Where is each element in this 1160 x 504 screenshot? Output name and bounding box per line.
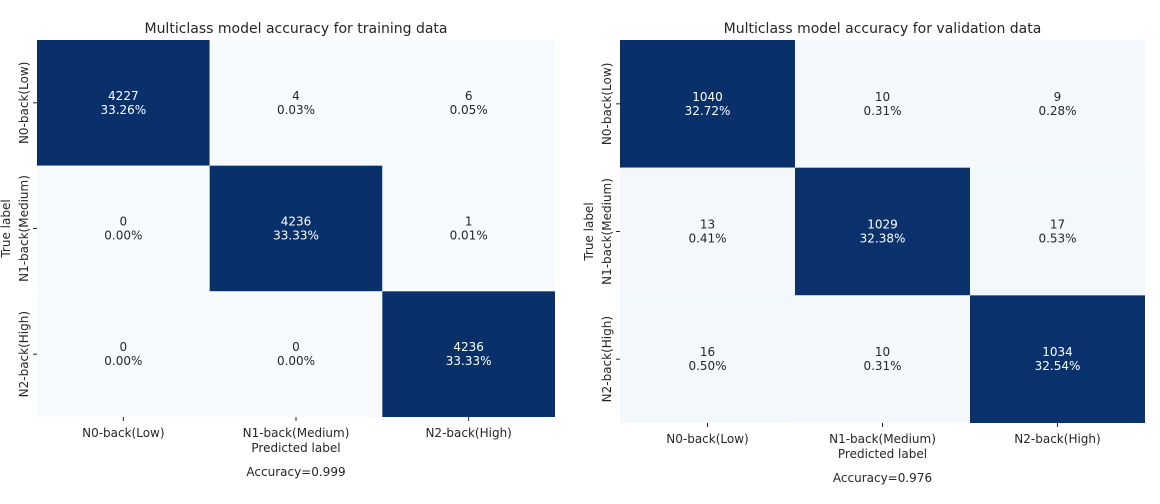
cell-count-label: 10 xyxy=(875,345,890,359)
y-tick-label: N0-back(Low) xyxy=(600,63,614,145)
x-tick-label: N2-back(High) xyxy=(1014,432,1100,446)
heatmap-cell xyxy=(209,291,383,417)
heatmap-cell xyxy=(209,40,383,166)
cell-percent-label: 0.03% xyxy=(277,103,315,117)
cell-count-label: 13 xyxy=(700,218,715,232)
heatmap-cell xyxy=(37,291,210,417)
heatmap-cell xyxy=(970,295,1145,423)
accuracy-label: Accuracy=0.976 xyxy=(833,471,932,485)
cell-count-label: 1034 xyxy=(1042,345,1073,359)
cell-percent-label: 32.38% xyxy=(860,232,906,246)
accuracy-label: Accuracy=0.999 xyxy=(246,465,345,479)
x-tick-label: N1-back(Medium) xyxy=(829,432,936,446)
cell-count-label: 4236 xyxy=(453,340,484,354)
cell-count-label: 6 xyxy=(465,89,473,103)
heatmap-cell xyxy=(620,295,795,423)
cell-percent-label: 33.33% xyxy=(273,229,319,243)
cell-count-label: 10 xyxy=(875,90,890,104)
cell-count-label: 1 xyxy=(465,215,473,229)
cell-count-label: 16 xyxy=(700,345,715,359)
cell-count-label: 0 xyxy=(120,340,128,354)
y-tick-label: N0-back(Low) xyxy=(17,62,31,144)
heatmap-cell xyxy=(795,167,970,296)
heatmap-cell xyxy=(795,295,970,423)
heatmap-cell xyxy=(382,165,555,292)
heatmap-cell xyxy=(382,40,555,166)
x-tick-label: N2-back(High) xyxy=(425,426,511,440)
chart-title: Multiclass model accuracy for validation… xyxy=(724,21,1042,37)
x-tick-label: N0-back(Low) xyxy=(82,426,164,440)
cell-percent-label: 0.01% xyxy=(450,229,488,243)
cell-count-label: 4227 xyxy=(108,89,139,103)
y-tick-label: N1-back(Medium) xyxy=(17,175,31,282)
heatmap-cell xyxy=(620,167,795,296)
confusion-matrix-validation: Multiclass model accuracy for validation… xyxy=(582,21,1145,485)
cell-count-label: 17 xyxy=(1050,218,1065,232)
cell-count-label: 4 xyxy=(292,89,300,103)
cell-percent-label: 0.05% xyxy=(450,103,488,117)
y-axis-label: True label xyxy=(0,199,13,258)
heatmap-cell xyxy=(970,167,1145,296)
x-tick-label: N0-back(Low) xyxy=(666,432,748,446)
heatmap-cell xyxy=(795,40,970,168)
cell-percent-label: 0.31% xyxy=(863,104,901,118)
cell-percent-label: 0.50% xyxy=(688,359,726,373)
cell-percent-label: 0.41% xyxy=(688,232,726,246)
cell-count-label: 9 xyxy=(1054,90,1062,104)
cell-percent-label: 0.28% xyxy=(1038,104,1076,118)
y-tick-label: N2-back(High) xyxy=(17,311,31,397)
heatmap-cell xyxy=(209,165,383,292)
y-axis-label: True label xyxy=(582,202,596,261)
cell-percent-label: 0.31% xyxy=(863,359,901,373)
heatmap-cell xyxy=(970,40,1145,168)
chart-title: Multiclass model accuracy for training d… xyxy=(144,21,447,37)
cell-count-label: 1040 xyxy=(692,90,723,104)
cell-percent-label: 33.33% xyxy=(446,354,492,368)
heatmap-cell xyxy=(37,40,210,166)
cell-percent-label: 0.00% xyxy=(104,229,142,243)
y-tick-label: N2-back(High) xyxy=(600,316,614,402)
x-axis-label: Predicted label xyxy=(251,441,340,455)
confusion-matrix-training: Multiclass model accuracy for training d… xyxy=(0,21,555,479)
cell-percent-label: 33.26% xyxy=(100,103,146,117)
heatmap-cell xyxy=(620,40,795,168)
cell-percent-label: 0.00% xyxy=(104,354,142,368)
heatmap-cell xyxy=(37,165,210,292)
cell-percent-label: 32.72% xyxy=(685,104,731,118)
cell-count-label: 1029 xyxy=(867,218,898,232)
cell-count-label: 0 xyxy=(292,340,300,354)
cell-percent-label: 0.00% xyxy=(277,354,315,368)
y-tick-label: N1-back(Medium) xyxy=(600,178,614,285)
cell-percent-label: 0.53% xyxy=(1038,232,1076,246)
cell-count-label: 4236 xyxy=(281,215,312,229)
x-tick-label: N1-back(Medium) xyxy=(243,426,350,440)
x-axis-label: Predicted label xyxy=(838,447,927,461)
cell-count-label: 0 xyxy=(120,215,128,229)
cell-percent-label: 32.54% xyxy=(1035,359,1081,373)
heatmap-cell xyxy=(382,291,555,417)
